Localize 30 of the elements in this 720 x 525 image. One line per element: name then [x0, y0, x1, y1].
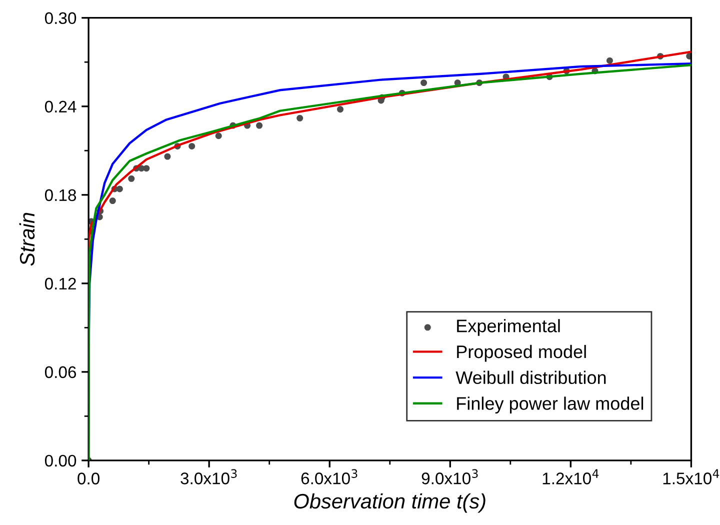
point	[420, 80, 428, 86]
legend-label: Finley power law model	[457, 396, 644, 414]
x-tick-label: 3.0x10$^{3}$	[180, 469, 237, 484]
y-tick-label: 0.06	[44, 366, 76, 378]
point	[296, 114, 304, 122]
y-tick-label: 0.30	[44, 12, 76, 24]
point	[337, 106, 344, 113]
point	[215, 132, 222, 140]
y-tick-label: 0.00	[44, 454, 76, 467]
point	[188, 142, 196, 150]
legend-label: Experimental	[457, 319, 560, 336]
point	[109, 198, 116, 204]
point	[256, 122, 263, 129]
point	[606, 57, 613, 64]
legend-label: Weibull distribution	[456, 370, 606, 384]
x-axis-title: Observation time t(s)	[294, 493, 486, 513]
y-axis-title: Strain	[19, 212, 35, 266]
x-tick-label: 9.0x10$^{3}$	[422, 469, 478, 484]
point	[164, 153, 171, 160]
y-tick-label: 0.24	[44, 100, 76, 113]
y-tick-label: 0.12	[44, 278, 76, 290]
point	[143, 165, 150, 172]
point	[128, 175, 135, 182]
x-tick-label: 6.0x10$^{3}$	[301, 469, 358, 484]
x-tick-label: 0.0	[78, 472, 100, 484]
legend-label: Proposed model	[457, 344, 586, 362]
point	[116, 186, 123, 192]
y-tick-label: 0.18	[44, 189, 76, 202]
x-tick-label: 1.5x10$^{4}$	[663, 469, 720, 484]
x-tick-label: 1.2x10$^{4}$	[542, 469, 599, 484]
